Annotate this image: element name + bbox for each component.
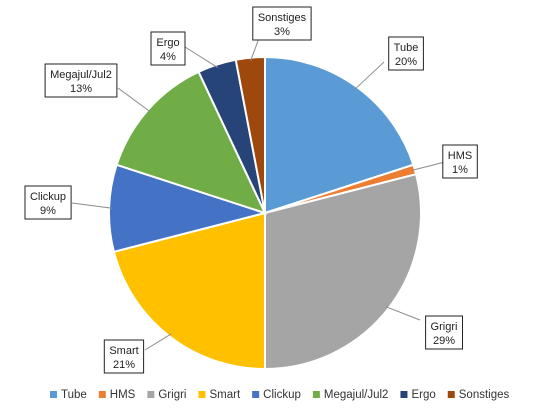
legend-item-smart: Smart [198, 389, 241, 401]
legend-label: Megajul/Jul2 [324, 389, 389, 401]
leader-line-tube [354, 61, 385, 90]
callout-value: 3% [274, 26, 290, 38]
leader-line-clickup [71, 202, 113, 209]
callout-clickup: Clickup 9% [24, 185, 72, 220]
callout-label: Ergo [156, 37, 179, 49]
callout-hms: HMS 1% [442, 144, 478, 179]
legend-item-ergo: Ergo [400, 389, 436, 401]
leader-line-ergo [184, 46, 219, 69]
callout-smart: Smart 21% [103, 339, 145, 374]
callout-value: 29% [433, 335, 455, 347]
legend-item-grigri: Grigri [147, 389, 186, 401]
callout-ergo: Ergo 4% [150, 31, 186, 66]
leader-line-grigri [385, 306, 421, 321]
legend-label: Sonstiges [459, 389, 510, 401]
legend-label: HMS [110, 389, 136, 401]
pie-slices [108, 55, 422, 371]
leader-line-megajul-jul2 [117, 87, 151, 113]
legend-swatch [98, 391, 106, 398]
callout-value: 21% [113, 359, 135, 371]
callout-megajul-jul2: Megajul/Jul2 13% [44, 63, 118, 98]
callout-label: Sonstiges [258, 12, 307, 24]
callout-value: 4% [160, 51, 176, 63]
callout-box [103, 339, 145, 374]
leader-line-smart [144, 333, 172, 351]
legend-item-tube: Tube [50, 389, 87, 401]
callout-label: Grigri [431, 321, 458, 333]
legend-item-megajul-jul2: Megajul/Jul2 [312, 389, 389, 401]
legend-swatch [50, 391, 57, 398]
legend-swatch [252, 391, 260, 398]
legend-label: Tube [61, 389, 87, 401]
legend-label: Grigri [158, 389, 186, 401]
callout-leader-lines [71, 29, 446, 351]
callout-value: 9% [40, 205, 56, 217]
legend-swatch [198, 391, 206, 398]
callout-label: HMS [448, 150, 472, 162]
callout-tube: Tube 20% [388, 36, 424, 71]
legend-item-clickup: Clickup [252, 389, 301, 401]
legend-swatch [312, 391, 320, 398]
legend-swatch [400, 391, 408, 398]
callout-box [24, 185, 72, 220]
callout-value: 20% [395, 56, 417, 68]
callout-value: 1% [452, 164, 468, 176]
data-callouts: Tube 20% HMS 1% Grigri 29% Smart 21% Clickup 9% Me… [24, 6, 478, 374]
legend-item-hms: HMS [98, 389, 136, 401]
legend-swatch [447, 391, 455, 398]
legend-label: Smart [209, 389, 240, 401]
leader-line-hms [411, 161, 446, 171]
slice-smart [112, 211, 266, 371]
legend-item-sonstiges: Sonstiges [447, 389, 510, 401]
callout-label: Tube [394, 42, 419, 54]
legend-label: Ergo [411, 389, 435, 401]
callout-label: Megajul/Jul2 [50, 69, 112, 81]
slice-sonstiges [234, 55, 266, 214]
callout-box [252, 6, 312, 41]
legend-swatch [147, 391, 155, 398]
callout-label: Smart [109, 345, 138, 357]
callout-box [442, 144, 478, 179]
callout-sonstiges: Sonstiges 3% [252, 6, 312, 41]
callout-grigri: Grigri 29% [425, 315, 464, 350]
callout-box [44, 63, 118, 98]
slice-tube [264, 55, 415, 215]
legend: Tube HMS Grigri Smart Clickup Megajul/Jul2 Erg… [50, 389, 510, 401]
slice-grigri [264, 172, 422, 371]
legend-label: Clickup [263, 389, 301, 401]
callout-label: Clickup [30, 191, 66, 203]
callout-value: 13% [70, 83, 92, 95]
callout-box [388, 36, 424, 71]
callout-box [425, 315, 464, 350]
callout-box [150, 31, 186, 66]
